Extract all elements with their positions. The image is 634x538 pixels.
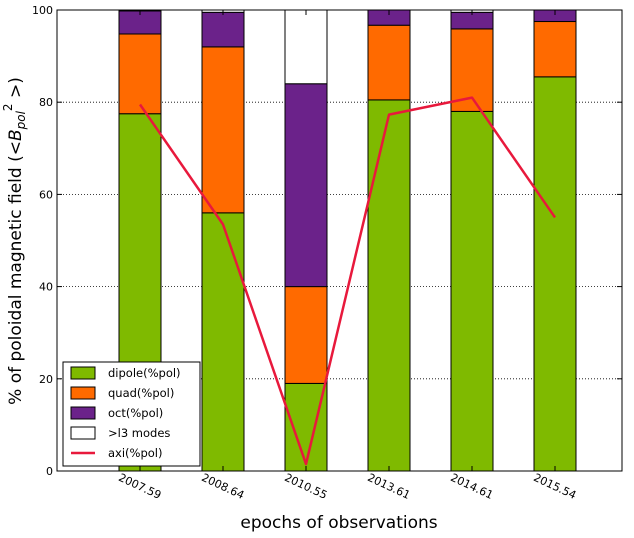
legend-swatch-l3-modes: [70, 426, 96, 440]
y-tick-label-100: 100: [32, 4, 53, 17]
x-axis-label: epochs of observations: [240, 513, 437, 533]
legend-label-axi-pol: axi(%pol): [108, 446, 162, 460]
bar-dipole-pol-2010.55: [284, 382, 328, 472]
bar-oct-pol-2010.55: [284, 83, 328, 288]
legend-label-l3-modes: >l3 modes: [108, 426, 170, 440]
x-tick-label-2014.61: 2014.61: [448, 471, 495, 502]
axi-polyline: [138, 96, 557, 466]
legend-swatch-quad-pol: [70, 386, 96, 400]
legend-label-quad-pol: quad(%pol): [108, 386, 174, 400]
y-tick-label-20: 20: [39, 373, 53, 386]
y-tick-label-60: 60: [39, 188, 53, 201]
bars: [118, 9, 577, 472]
legend-swatch-oct-pol: [70, 406, 96, 420]
y-tick-label-40: 40: [39, 281, 53, 294]
x-tick-label-2008.64: 2008.64: [199, 471, 246, 502]
bar-l3-modes-2010.55: [284, 9, 328, 85]
legend-swatch-dipole-pol: [70, 366, 96, 380]
y-tick-label-0: 0: [46, 465, 53, 478]
x-tick-label-2013.61: 2013.61: [365, 471, 412, 502]
bar-quad-pol-2010.55: [284, 286, 328, 384]
legend-label-oct-pol: oct(%pol): [108, 406, 163, 420]
x-tick-label-2007.59: 2007.59: [116, 471, 163, 502]
x-tick-label-2015.54: 2015.54: [531, 471, 578, 502]
y-axis-label: % of poloidal magnetic field (<Bpol2 >): [1, 77, 28, 405]
y-tick-label-80: 80: [39, 96, 53, 109]
bar-quad-pol-2007.59: [118, 33, 162, 115]
axi-line: [138, 96, 557, 466]
bar-dipole-pol-2014.61: [450, 110, 494, 472]
bar-oct-pol-2008.64: [201, 11, 245, 48]
bar-quad-pol-2008.64: [201, 46, 245, 214]
y-axis: 0 20 40 60 80 100: [32, 4, 622, 478]
bar-quad-pol-2015.54: [533, 21, 577, 78]
legend: dipole(%pol) quad(%pol) oct(%pol) >l3 modes…: [62, 361, 201, 467]
bar-dipole-pol-2013.61: [367, 99, 411, 472]
bar-dipole-pol-2015.54: [533, 76, 577, 472]
plot-frame: [56, 9, 623, 472]
x-tick-label-2010.55: 2010.55: [282, 471, 329, 502]
bar-quad-pol-2013.61: [367, 24, 411, 101]
bar-dipole-pol-2008.64: [201, 212, 245, 472]
legend-label-dipole-pol: dipole(%pol): [108, 366, 181, 380]
